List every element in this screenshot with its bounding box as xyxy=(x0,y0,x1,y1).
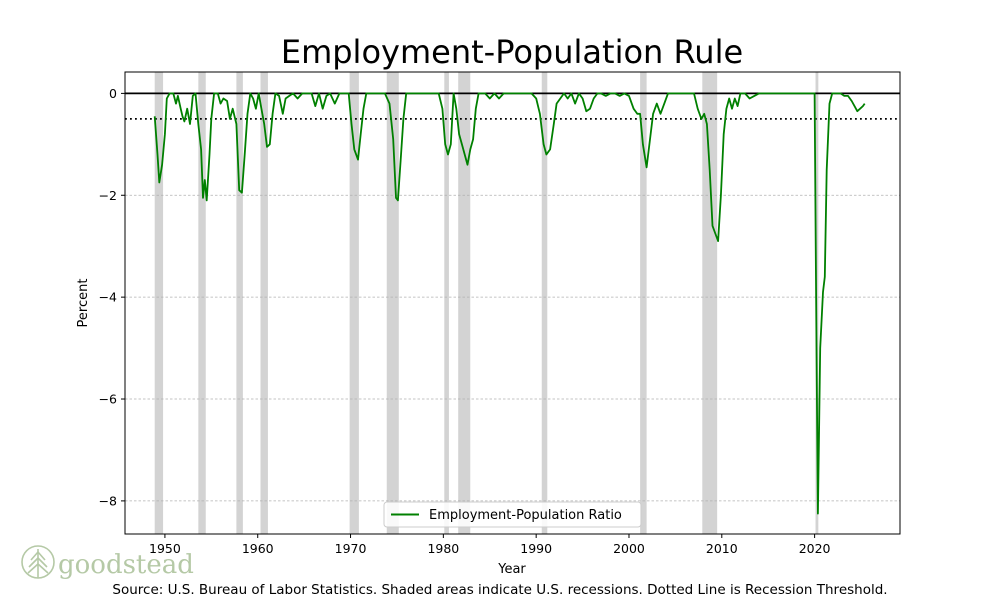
x-axis-ticks: 1950 1960 1970 1980 1990 2000 2010 2020 xyxy=(149,534,831,556)
y-tick-label: −8 xyxy=(99,493,117,508)
recession-band xyxy=(702,72,718,534)
recession-band xyxy=(458,72,471,534)
series-layer xyxy=(153,92,866,515)
y-tick-label: 0 xyxy=(109,86,117,101)
recession-bands xyxy=(154,72,819,534)
series-line xyxy=(153,92,866,515)
y-axis-label: Percent xyxy=(76,279,91,328)
chart-title: Employment-Population Rule xyxy=(281,33,743,71)
grid-lines xyxy=(125,194,900,502)
legend-label: Employment-Population Ratio xyxy=(429,508,622,523)
y-tick-label: −2 xyxy=(99,188,117,203)
x-axis-label: Year xyxy=(497,562,526,577)
recession-band xyxy=(198,72,206,534)
goodstead-logo: goodstead xyxy=(21,545,194,580)
x-tick-label: 2000 xyxy=(613,541,645,556)
x-tick-label: 1990 xyxy=(520,541,552,556)
y-axis-ticks: 0 −2 −4 −6 −8 xyxy=(99,86,125,508)
legend: Employment-Population Ratio xyxy=(383,501,642,528)
recession-band xyxy=(444,72,449,534)
x-tick-label: 1950 xyxy=(149,541,181,556)
x-tick-label: 1970 xyxy=(335,541,367,556)
x-tick-label: 2010 xyxy=(706,541,738,556)
plot-area-frame xyxy=(124,71,901,535)
recession-band xyxy=(541,72,548,534)
recession-band xyxy=(236,72,243,534)
y-tick-label: −4 xyxy=(99,290,117,305)
recession-band xyxy=(349,72,359,534)
x-tick-label: 1960 xyxy=(242,541,274,556)
logo-wordmark: goodstead xyxy=(58,550,194,580)
recession-band xyxy=(260,72,268,534)
recession-band xyxy=(640,72,647,534)
recession-band xyxy=(154,72,164,534)
source-note: Source: U.S. Bureau of Labor Statistics.… xyxy=(112,582,887,598)
y-tick-label: −6 xyxy=(99,392,117,407)
x-tick-label: 1980 xyxy=(427,541,459,556)
legend-box xyxy=(383,501,642,528)
x-tick-label: 2020 xyxy=(799,541,831,556)
tree-icon xyxy=(21,545,55,579)
